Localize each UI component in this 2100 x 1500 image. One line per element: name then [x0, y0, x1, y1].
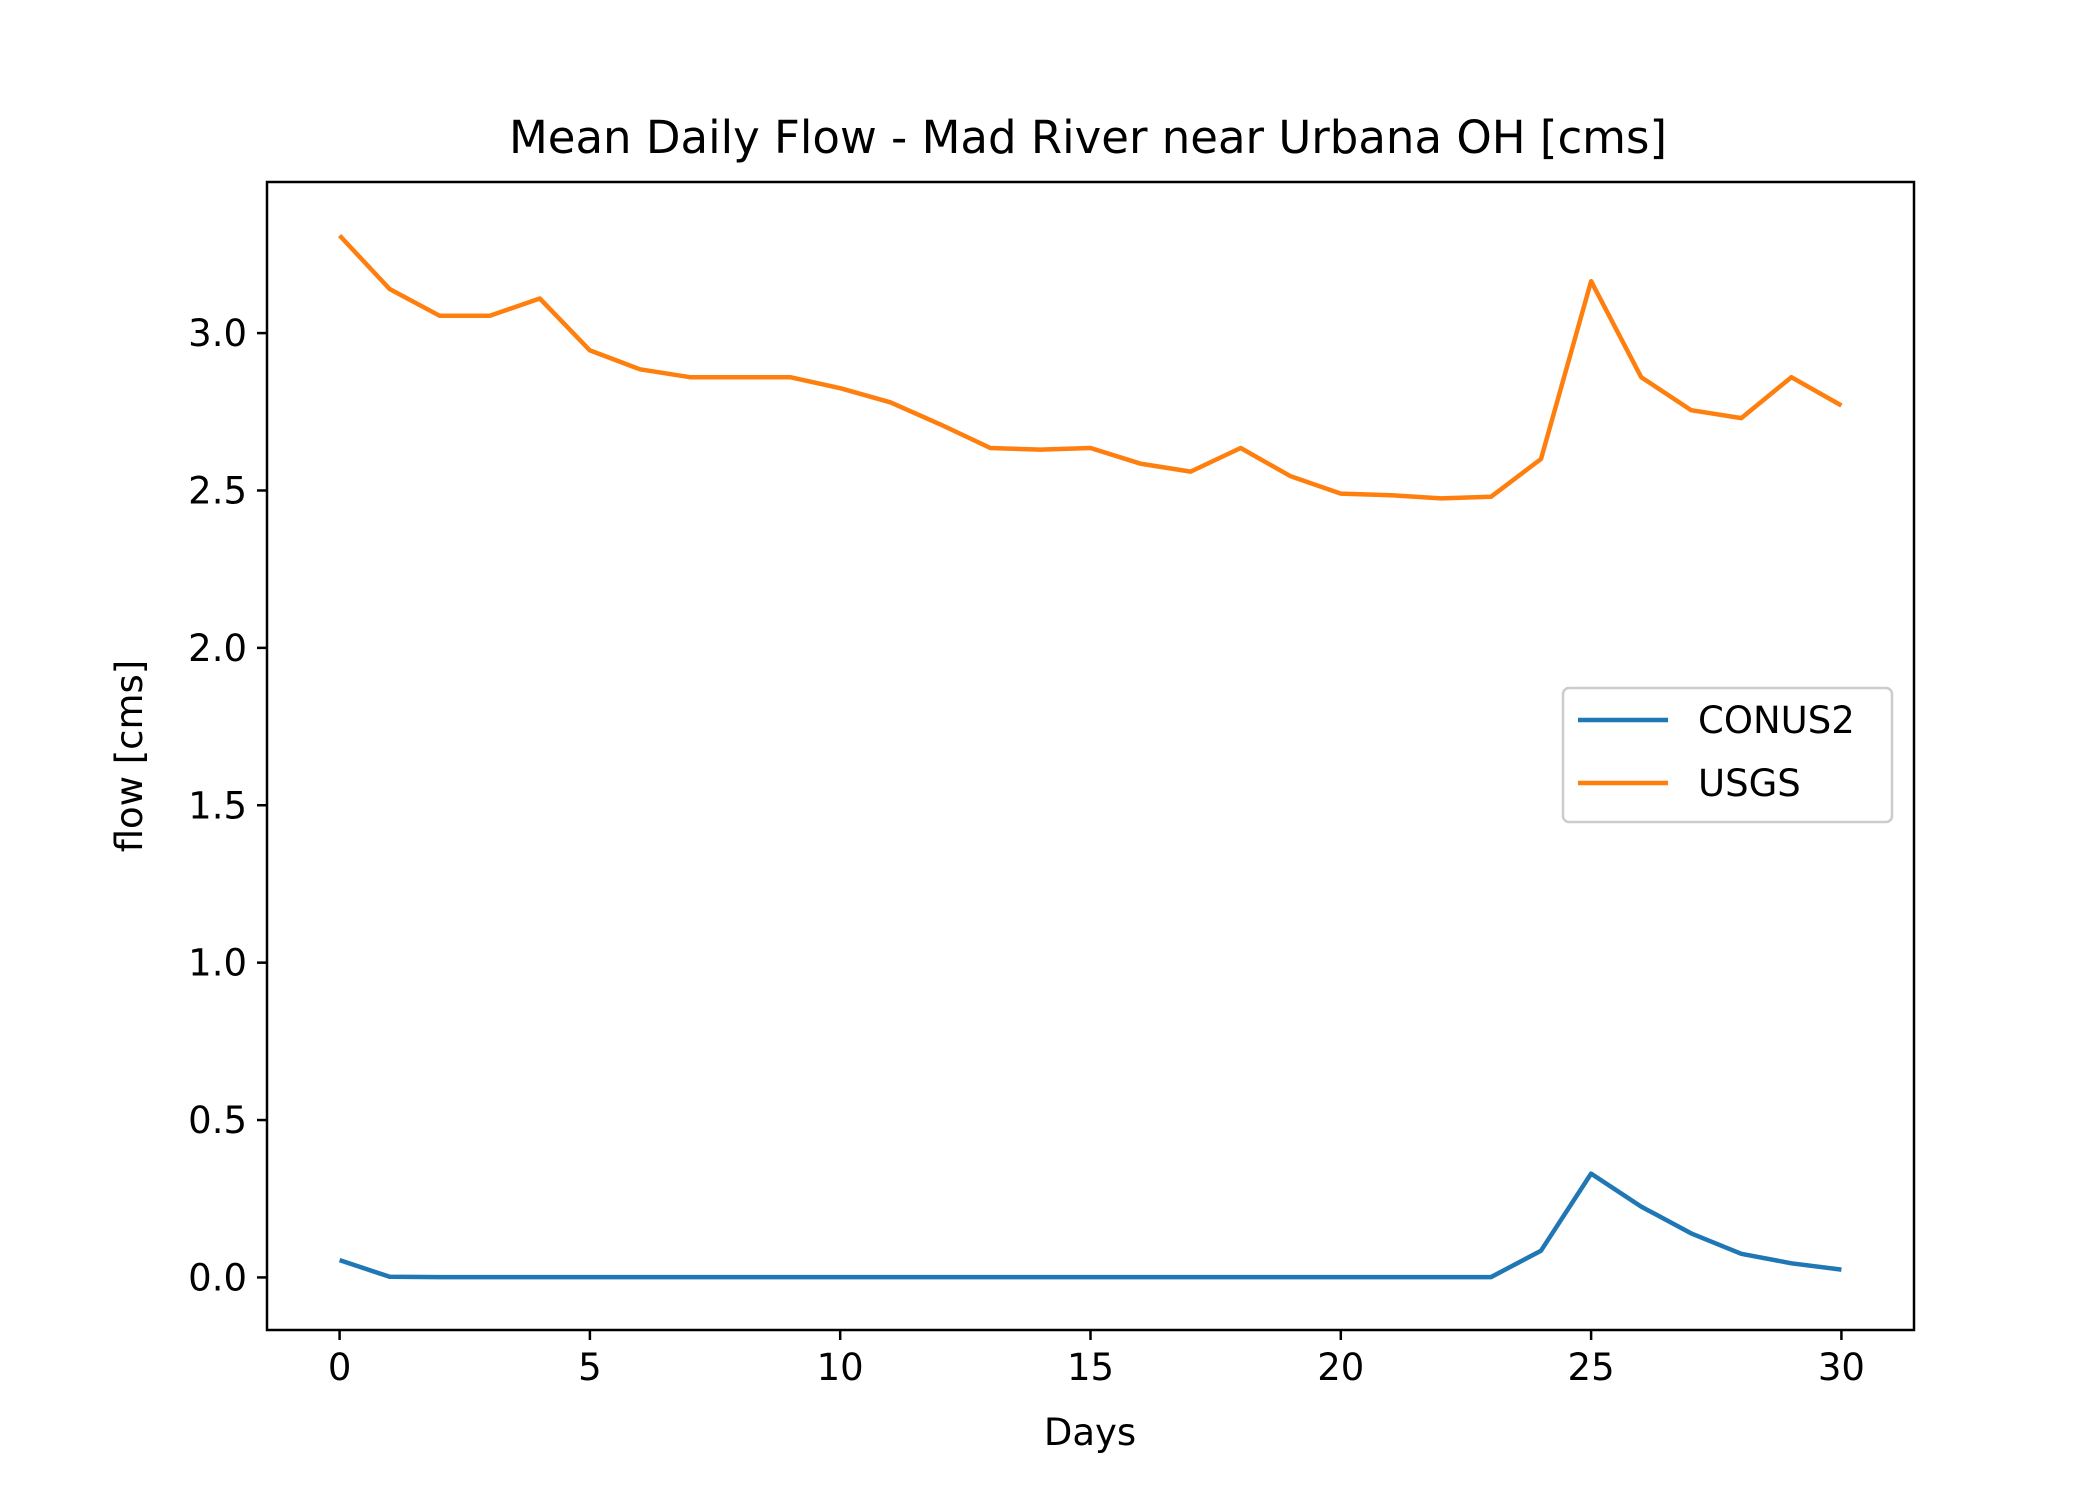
plot-area-frame: [265, 180, 1916, 1332]
legend: CONUS2 USGS: [1561, 686, 1894, 824]
x-tick-label: 5: [578, 1346, 602, 1389]
x-tick-label: 20: [1317, 1346, 1364, 1389]
x-tick-label: 15: [1067, 1346, 1114, 1389]
series-line-usgs: [337, 233, 1843, 501]
y-axis-ticks: 0.0 0.5 1.0 1.5 2.0 2.5 3.0: [188, 312, 267, 1299]
y-tick-label: 3.0: [188, 312, 247, 355]
x-tick-label: 10: [817, 1346, 864, 1389]
legend-label-conus2: CONUS2: [1698, 699, 1855, 742]
series-lines: [337, 233, 1843, 1280]
y-tick-label: 0.0: [188, 1256, 247, 1299]
y-tick-label: 1.0: [188, 942, 247, 985]
x-axis-ticks: 0 5 10 15 20 25 30: [328, 1330, 1865, 1389]
y-tick-label: 0.5: [188, 1099, 247, 1142]
x-tick-label: 30: [1818, 1346, 1865, 1389]
legend-label-usgs: USGS: [1698, 762, 1801, 805]
y-axis-label: flow [cms]: [108, 660, 151, 853]
x-axis-label: Days: [1044, 1411, 1136, 1454]
chart-title: Mean Daily Flow - Mad River near Urbana …: [509, 111, 1667, 164]
x-tick-label: 0: [328, 1346, 352, 1389]
series-line-conus2: [338, 1171, 1842, 1280]
y-tick-label: 2.5: [188, 469, 247, 512]
x-tick-label: 25: [1568, 1346, 1615, 1389]
y-tick-label: 1.5: [188, 784, 247, 827]
y-tick-label: 2.0: [188, 627, 247, 670]
